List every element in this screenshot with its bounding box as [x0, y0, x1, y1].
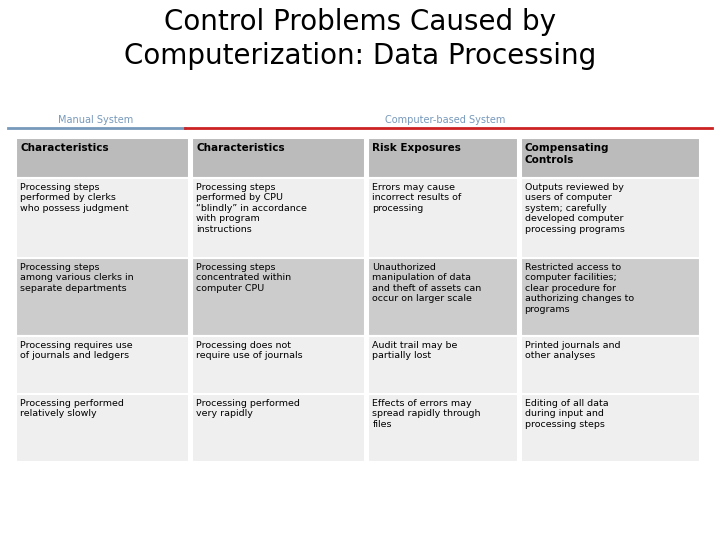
- Text: Processing does not
require use of journals: Processing does not require use of journ…: [197, 341, 303, 360]
- Text: Printed journals and
other analyses: Printed journals and other analyses: [524, 341, 620, 360]
- Text: Processing steps
among various clerks in
separate departments: Processing steps among various clerks in…: [20, 263, 134, 293]
- FancyBboxPatch shape: [521, 178, 700, 258]
- Text: Editing of all data
during input and
processing steps: Editing of all data during input and pro…: [524, 399, 608, 429]
- Text: Processing performed
relatively slowly: Processing performed relatively slowly: [20, 399, 125, 418]
- FancyBboxPatch shape: [17, 138, 189, 178]
- Text: Risk Exposures: Risk Exposures: [372, 143, 462, 153]
- FancyBboxPatch shape: [17, 258, 189, 336]
- FancyBboxPatch shape: [192, 138, 365, 178]
- FancyBboxPatch shape: [369, 178, 518, 258]
- FancyBboxPatch shape: [192, 258, 365, 336]
- Text: Compensating
Controls: Compensating Controls: [524, 143, 609, 165]
- Text: Computer-based System: Computer-based System: [384, 115, 505, 125]
- Text: Characteristics: Characteristics: [197, 143, 285, 153]
- Text: Unauthorized
manipulation of data
and theft of assets can
occur on larger scale: Unauthorized manipulation of data and th…: [372, 263, 482, 303]
- Text: Manual System: Manual System: [58, 115, 134, 125]
- FancyBboxPatch shape: [521, 394, 700, 462]
- FancyBboxPatch shape: [192, 336, 365, 394]
- Text: Effects of errors may
spread rapidly through
files: Effects of errors may spread rapidly thr…: [372, 399, 481, 429]
- FancyBboxPatch shape: [521, 138, 700, 178]
- Text: Processing steps
performed by CPU
“blindly” in accordance
with program
instructi: Processing steps performed by CPU “blind…: [197, 183, 307, 234]
- Text: Restricted access to
computer facilities;
clear procedure for
authorizing change: Restricted access to computer facilities…: [524, 263, 634, 314]
- FancyBboxPatch shape: [369, 138, 518, 178]
- Text: Processing performed
very rapidly: Processing performed very rapidly: [197, 399, 300, 418]
- FancyBboxPatch shape: [369, 258, 518, 336]
- FancyBboxPatch shape: [192, 394, 365, 462]
- Text: Errors may cause
incorrect results of
processing: Errors may cause incorrect results of pr…: [372, 183, 462, 213]
- FancyBboxPatch shape: [369, 394, 518, 462]
- FancyBboxPatch shape: [17, 178, 189, 258]
- FancyBboxPatch shape: [369, 336, 518, 394]
- Text: Processing requires use
of journals and ledgers: Processing requires use of journals and …: [20, 341, 133, 360]
- FancyBboxPatch shape: [521, 258, 700, 336]
- Text: Processing steps
concentrated within
computer CPU: Processing steps concentrated within com…: [197, 263, 292, 293]
- Text: Characteristics: Characteristics: [20, 143, 109, 153]
- Text: Outputs reviewed by
users of computer
system; carefully
developed computer
proce: Outputs reviewed by users of computer sy…: [524, 183, 624, 234]
- FancyBboxPatch shape: [521, 336, 700, 394]
- FancyBboxPatch shape: [192, 178, 365, 258]
- FancyBboxPatch shape: [17, 394, 189, 462]
- Text: Audit trail may be
partially lost: Audit trail may be partially lost: [372, 341, 458, 360]
- FancyBboxPatch shape: [17, 336, 189, 394]
- Text: Control Problems Caused by
Computerization: Data Processing: Control Problems Caused by Computerizati…: [124, 8, 596, 70]
- Text: Processing steps
performed by clerks
who possess judgment: Processing steps performed by clerks who…: [20, 183, 129, 213]
